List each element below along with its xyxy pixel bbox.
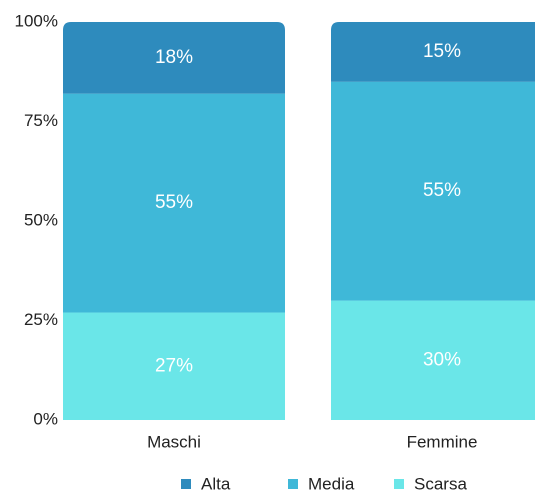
bar-segment xyxy=(331,81,535,301)
value-label: 55% xyxy=(155,192,193,213)
value-label: 15% xyxy=(423,41,461,62)
y-tick-label: 50% xyxy=(24,210,58,229)
y-tick-label: 0% xyxy=(33,409,58,428)
legend-label: Scarsa xyxy=(414,474,467,490)
legend-label: Alta xyxy=(201,474,231,490)
bar-segment xyxy=(63,312,285,420)
bar-segment xyxy=(331,300,535,420)
value-label: 30% xyxy=(423,349,461,370)
y-tick-label: 75% xyxy=(24,111,58,130)
y-tick-label: 100% xyxy=(15,11,58,30)
value-label: 55% xyxy=(423,180,461,201)
legend-swatch xyxy=(288,479,298,489)
legend-swatch xyxy=(394,479,404,489)
legend-label: Media xyxy=(308,474,355,490)
bar-segment xyxy=(331,22,535,82)
y-tick-label: 25% xyxy=(24,310,58,329)
bar-segment xyxy=(63,93,285,313)
x-tick-label: Femmine xyxy=(407,432,478,451)
legend-swatch xyxy=(181,479,191,489)
value-label: 27% xyxy=(155,355,193,376)
x-tick-label: Maschi xyxy=(147,432,201,451)
bar-segment xyxy=(63,22,285,94)
value-label: 18% xyxy=(155,47,193,68)
